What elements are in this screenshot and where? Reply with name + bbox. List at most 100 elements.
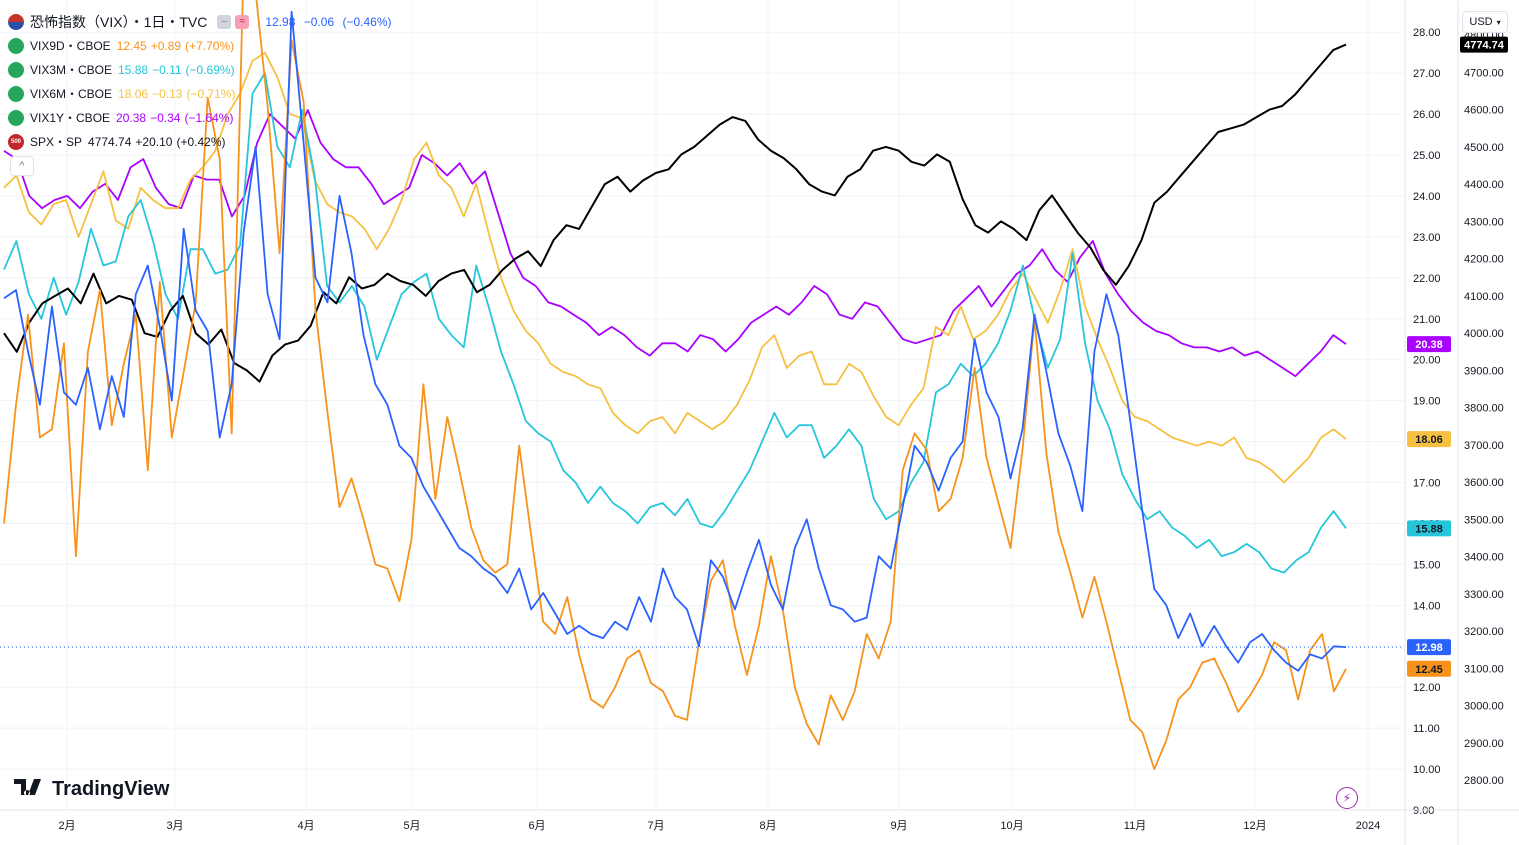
legend-value: 4774.74 xyxy=(88,135,132,149)
x-tick-label: 12月 xyxy=(1243,820,1266,832)
price-label-vix9d: 12.45 xyxy=(1407,660,1451,677)
y-left-tick-label: 11.00 xyxy=(1413,723,1440,735)
x-tick-label: 8月 xyxy=(759,820,776,832)
price-label-bg xyxy=(1407,639,1451,656)
legend-main-title: 恐怖指数（VIX）・1日・TVC xyxy=(30,14,208,30)
y-left-tick-label: 25.00 xyxy=(1413,150,1441,162)
legend-main-change-pct: (−0.46%) xyxy=(342,15,392,29)
series-line-vix3m[interactable] xyxy=(3,72,1347,574)
tradingview-logo-icon xyxy=(14,778,46,801)
approx-icon[interactable]: ≈ xyxy=(235,15,250,29)
price-label-bg xyxy=(1407,431,1451,448)
y-right-tick-label: 4600.00 xyxy=(1464,105,1504,117)
legend-row-vix9d[interactable]: VIX9D・CBOE 12.45 +0.89 (+7.70%) xyxy=(8,34,396,58)
price-label-vix3m: 15.88 xyxy=(1407,520,1451,537)
x-tick-label: 4月 xyxy=(297,820,314,832)
y-right-tick-label: 3900.00 xyxy=(1464,365,1504,377)
hide-series-icon[interactable]: – xyxy=(217,15,232,29)
y-right-tick-label: 2900.00 xyxy=(1464,738,1504,750)
series-line-vix[interactable] xyxy=(3,10,1347,672)
legend-change: +20.10 xyxy=(135,135,173,149)
currency-selector[interactable]: USD ▾ xyxy=(1462,11,1508,33)
series-line-vix6m[interactable] xyxy=(3,51,1347,484)
chevron-down-icon: ▾ xyxy=(1496,17,1501,27)
y-right-tick-label: 4300.00 xyxy=(1464,216,1504,228)
price-label-text: 20.38 xyxy=(1415,339,1443,351)
y-left-tick-label: 9.00 xyxy=(1413,805,1434,817)
legend-symbol: VIX1Y・CBOE xyxy=(30,111,111,125)
legend-row-spx[interactable]: 500 SPX・SP 4774.74 +20.10 (+0.42%) xyxy=(8,130,396,154)
legend-value: 18.06 xyxy=(118,87,149,101)
x-tick-label: 7月 xyxy=(647,820,664,832)
price-label-bg xyxy=(1407,336,1451,353)
series-line-vix9d[interactable] xyxy=(3,0,1347,770)
y-left-tick-label: 15.00 xyxy=(1413,559,1441,571)
y-right-tick-label: 4500.00 xyxy=(1464,142,1504,154)
cboe-icon xyxy=(8,62,24,78)
cboe-icon xyxy=(8,38,24,54)
x-tick-label: 9月 xyxy=(890,820,907,832)
y-right-tick-label: 3400.00 xyxy=(1464,552,1504,564)
x-tick-label: 6月 xyxy=(528,820,545,832)
y-right-tick-label: 2800.00 xyxy=(1464,775,1504,787)
legend-main-change: −0.06 xyxy=(303,15,335,29)
price-label-text: 12.45 xyxy=(1415,664,1443,676)
y-left-tick-label: 28.00 xyxy=(1413,27,1441,39)
legend-symbol: VIX9D・CBOE xyxy=(30,39,111,53)
price-label-text: 15.88 xyxy=(1415,523,1443,535)
legend-value: 20.38 xyxy=(116,111,147,125)
legend-row-vix3m[interactable]: VIX3M・CBOE 15.88 −0.11 (−0.69%) xyxy=(8,58,396,82)
legend-symbol: SPX・SP xyxy=(30,135,83,149)
price-label-text: 4774.74 xyxy=(1464,40,1505,52)
legend-change-pct: (+0.42%) xyxy=(176,135,226,149)
collapse-legend-button[interactable]: ^ xyxy=(10,156,34,176)
legend-collapse-row: ^ xyxy=(8,154,396,178)
legend-change-pct: (+7.70%) xyxy=(185,39,235,53)
y-left-tick-label: 19.00 xyxy=(1413,396,1441,408)
price-label-spx: 4774.74 xyxy=(1460,36,1508,53)
cboe-icon xyxy=(8,86,24,102)
y-left-tick-label: 23.00 xyxy=(1413,232,1441,244)
legend-main-value: 12.98 xyxy=(265,15,296,29)
y-right-tick-label: 3700.00 xyxy=(1464,440,1504,452)
lightning-icon[interactable]: ⚡ xyxy=(1336,787,1358,809)
series-layer xyxy=(0,0,1404,770)
x-tick-label: 5月 xyxy=(403,820,420,832)
legend-main-row[interactable]: 恐怖指数（VIX）・1日・TVC – ≈ 12.98 −0.06 (−0.46%… xyxy=(8,10,396,34)
sp500-icon: 500 xyxy=(8,134,24,150)
y-right-tick-label: 3300.00 xyxy=(1464,589,1504,601)
price-label-bg xyxy=(1407,660,1451,677)
brand-name: TradingView xyxy=(52,778,170,800)
y-right-tick-label: 3200.00 xyxy=(1464,626,1504,638)
series-line-vix1y[interactable] xyxy=(3,109,1347,378)
y-left-tick-label: 22.00 xyxy=(1413,273,1441,285)
x-tick-label: 10月 xyxy=(1000,820,1023,832)
x-tick-label: 11月 xyxy=(1124,820,1146,832)
legend: 恐怖指数（VIX）・1日・TVC – ≈ 12.98 −0.06 (−0.46%… xyxy=(8,10,396,178)
y-right-tick-label: 3000.00 xyxy=(1464,701,1504,713)
y-left-tick-label: 14.00 xyxy=(1413,600,1441,612)
y-left-tick-label: 21.00 xyxy=(1413,314,1441,326)
tradingview-logo[interactable]: TradingView xyxy=(14,778,169,801)
price-label-text: 18.06 xyxy=(1415,434,1443,446)
y-left-tick-label: 26.00 xyxy=(1413,109,1441,121)
y-right-tick-label: 4700.00 xyxy=(1464,67,1504,79)
legend-value: 12.45 xyxy=(116,39,147,53)
legend-main-values: 12.98 −0.06 (−0.46%) xyxy=(265,10,396,34)
x-tick-label: 3月 xyxy=(166,820,183,832)
legend-row-vix1y[interactable]: VIX1Y・CBOE 20.38 −0.34 (−1.64%) xyxy=(8,106,396,130)
legend-change: +0.89 xyxy=(150,39,182,53)
legend-row-vix6m[interactable]: VIX6M・CBOE 18.06 −0.13 (−0.71%) xyxy=(8,82,396,106)
legend-change: −0.11 xyxy=(152,63,182,77)
legend-value: 15.88 xyxy=(118,63,149,77)
legend-change: −0.13 xyxy=(152,87,183,101)
y-left-tick-label: 12.00 xyxy=(1413,682,1441,694)
y-right-tick-label: 3500.00 xyxy=(1464,514,1504,526)
x-tick-label: 2月 xyxy=(58,820,75,832)
x-tick-label: 2024 xyxy=(1356,820,1380,832)
price-label-vix1y: 20.38 xyxy=(1407,336,1451,353)
price-label-vix6m: 18.06 xyxy=(1407,431,1451,448)
